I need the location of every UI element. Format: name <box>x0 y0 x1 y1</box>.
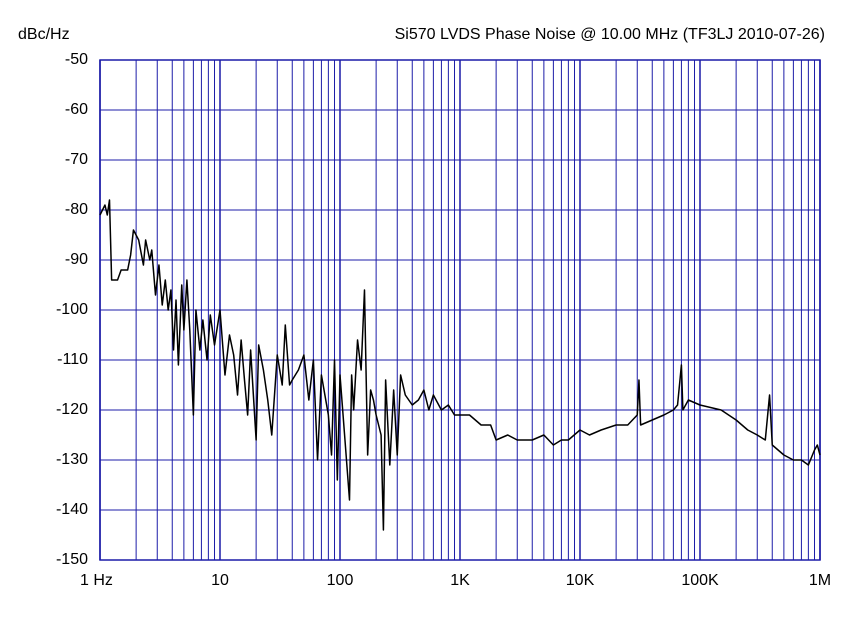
x-tick-label: 1M <box>809 572 831 589</box>
y-tick-label: -80 <box>65 201 88 218</box>
y-tick-label: -140 <box>56 501 88 518</box>
y-tick-label: -70 <box>65 151 88 168</box>
y-axis-label: dBc/Hz <box>18 26 70 43</box>
x-tick-label: 1 Hz <box>80 572 113 589</box>
x-tick-label: 100 <box>327 572 354 589</box>
x-tick-label: 10K <box>566 572 595 589</box>
y-tick-label: -120 <box>56 401 88 418</box>
y-tick-label: -130 <box>56 451 88 468</box>
x-tick-label: 1K <box>450 572 470 589</box>
y-tick-label: -100 <box>56 301 88 318</box>
plot-frame <box>99 59 821 561</box>
y-tick-label: -50 <box>65 51 88 68</box>
y-tick-label: -150 <box>56 551 88 568</box>
chart-title: Si570 LVDS Phase Noise @ 10.00 MHz (TF3L… <box>395 26 825 43</box>
y-tick-label: -90 <box>65 251 88 268</box>
y-tick-label: -110 <box>57 351 88 368</box>
y-tick-label: -60 <box>65 101 88 118</box>
data-line <box>99 199 821 531</box>
x-tick-label: 100K <box>681 572 719 589</box>
x-tick-label: 10 <box>211 572 229 589</box>
